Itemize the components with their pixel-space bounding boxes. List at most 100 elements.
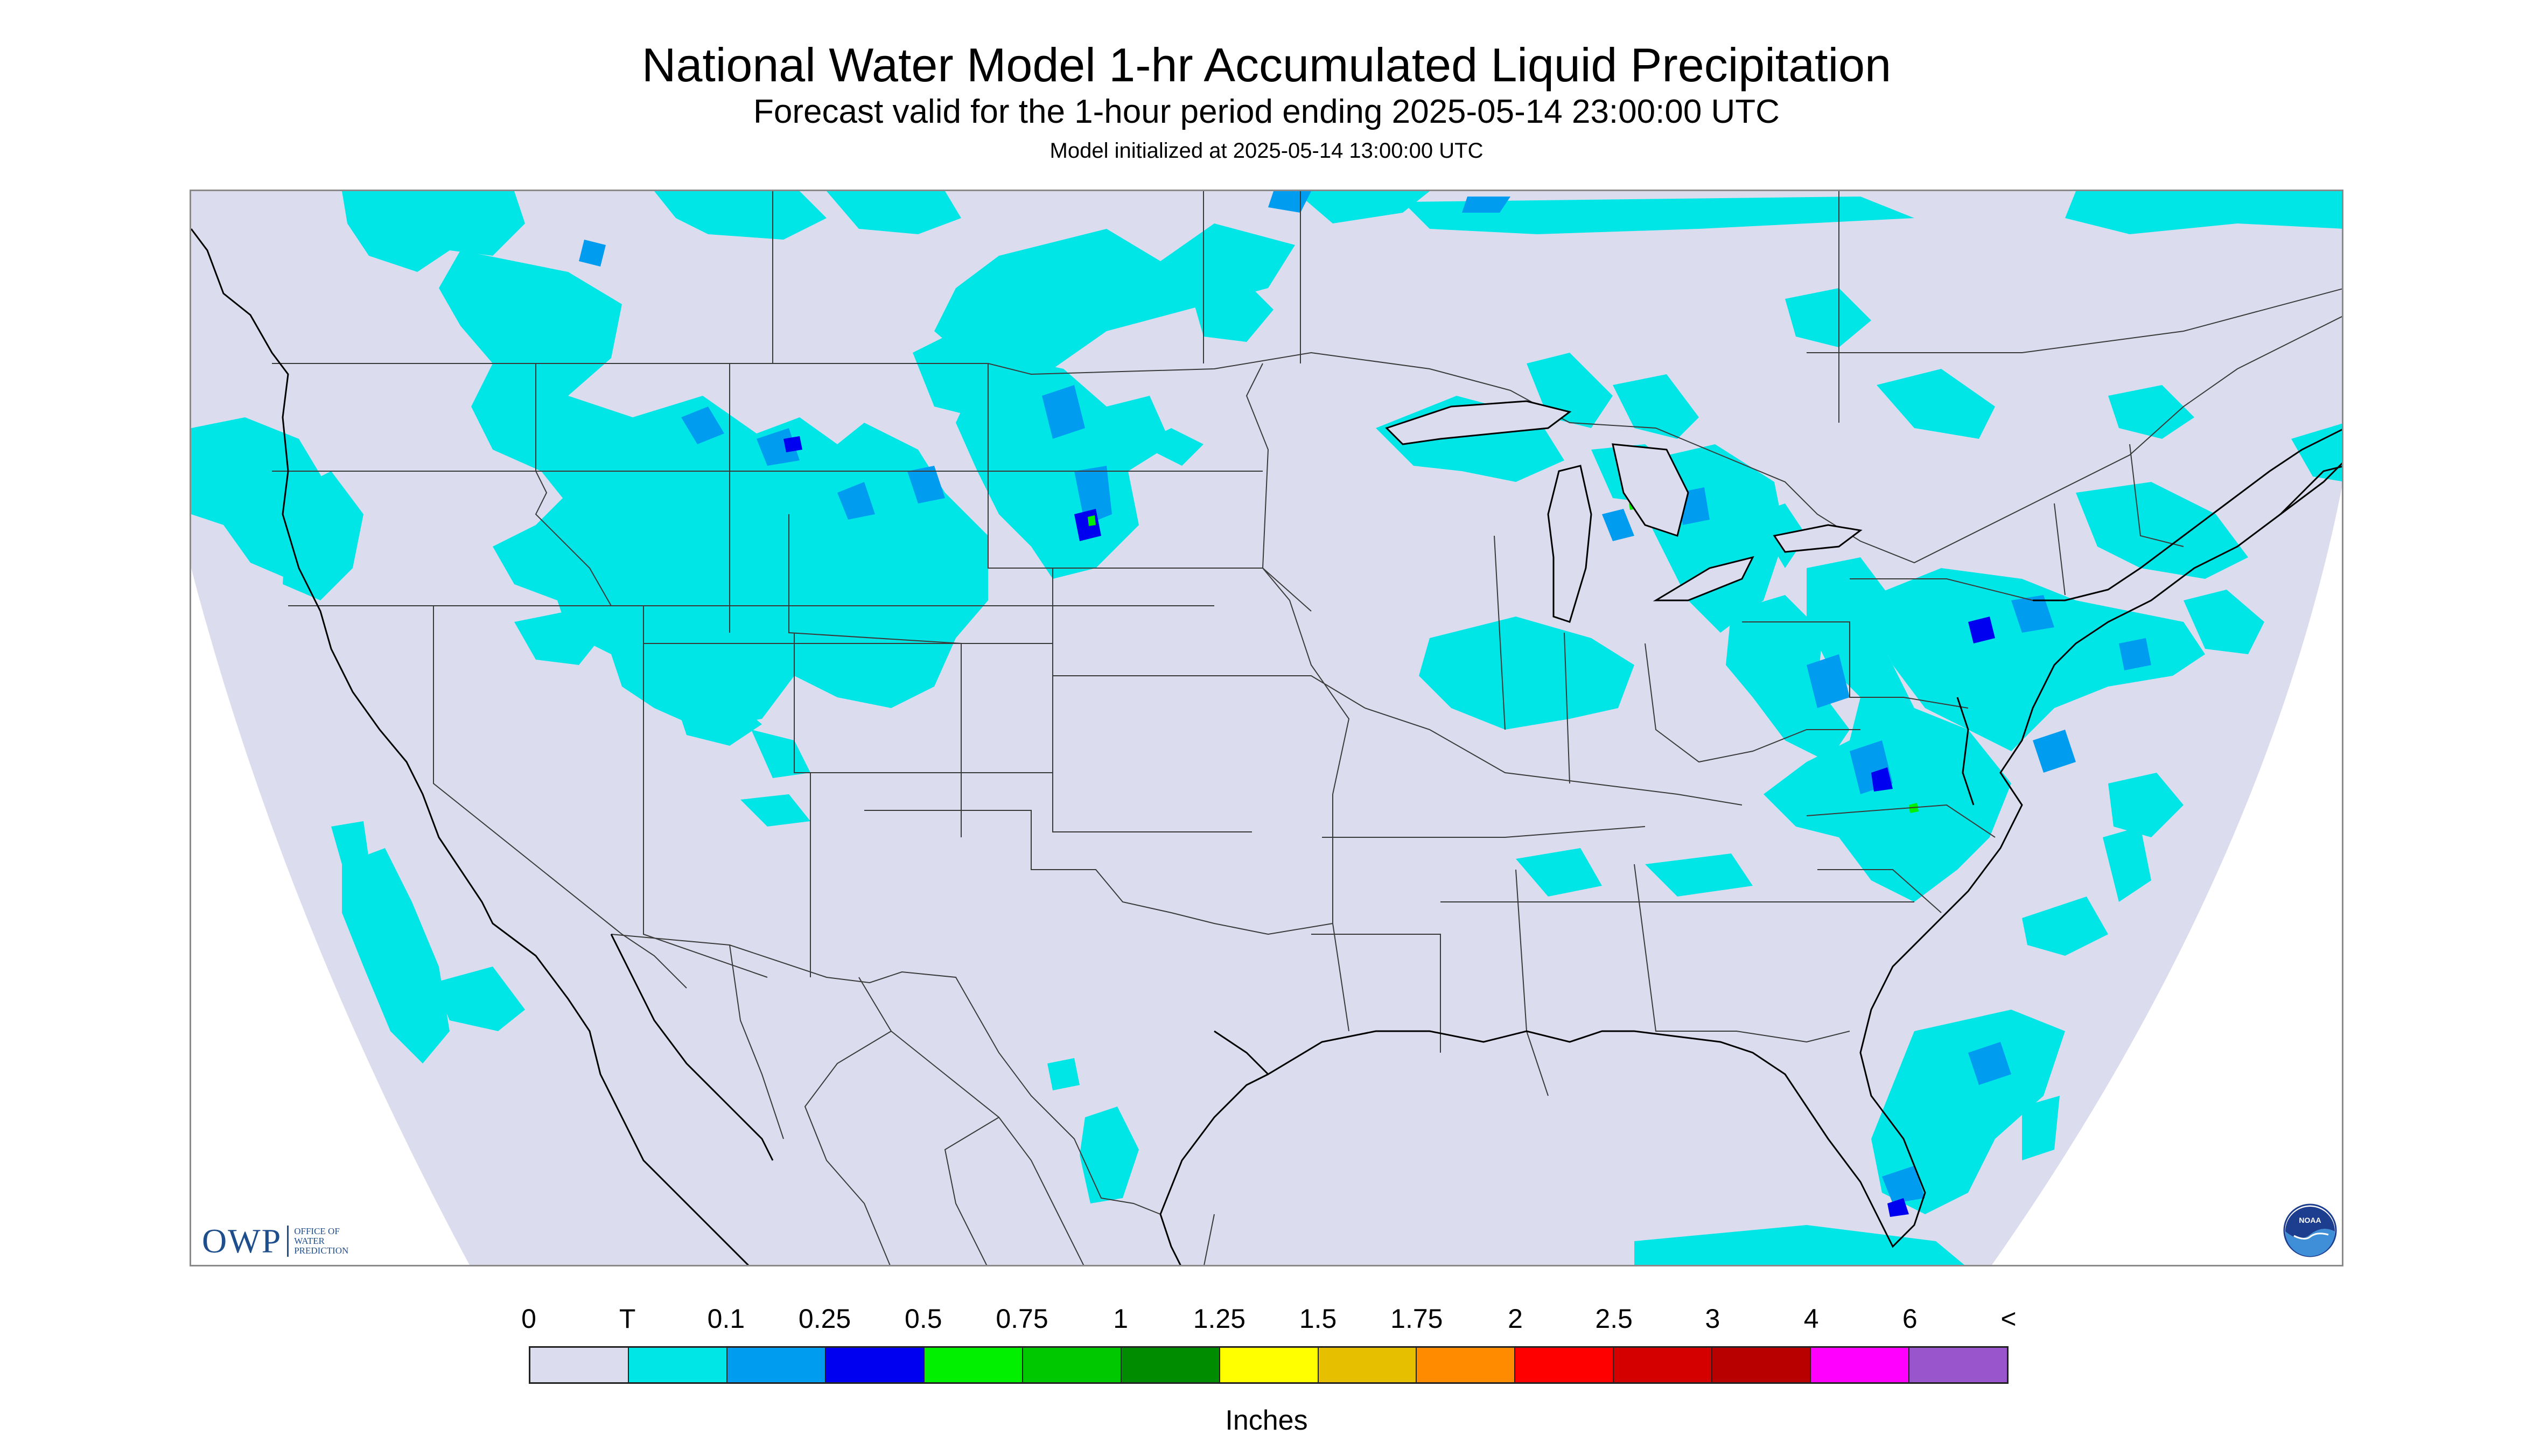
mexico-state-border (804, 1031, 892, 1265)
precip-cell (1295, 191, 1430, 223)
legend-color-swatch (1023, 1348, 1122, 1382)
pacific-coastline (191, 228, 750, 1265)
precip-cell (1871, 1010, 2065, 1214)
precip-cell (1462, 197, 1510, 213)
legend-label: 2 (1508, 1304, 1523, 1334)
precip-cell (1088, 515, 1096, 526)
chesapeake-bay (1956, 697, 1975, 806)
state-border (1311, 934, 1441, 1053)
mexico-state-border (944, 1117, 999, 1265)
owp-logo-line: Prediction (294, 1245, 349, 1256)
lake-huron (1612, 443, 1689, 537)
precip-cell (1139, 428, 1203, 466)
precip-cell (1968, 617, 1995, 643)
state-border (1322, 826, 1646, 838)
page-title: National Water Model 1-hr Accumulated Li… (641, 38, 1892, 92)
precip-cell (2076, 482, 2248, 579)
legend-color-swatch (1515, 1348, 1614, 1382)
state-border (2129, 444, 2184, 547)
legend-color-swatch (1318, 1348, 1417, 1382)
legend-label: 0.25 (798, 1304, 851, 1334)
state-border (1806, 804, 1996, 838)
precip-cell (2119, 638, 2151, 670)
state-border (535, 363, 612, 606)
precip-cell (2291, 423, 2342, 481)
precip-cell (1047, 1058, 1080, 1090)
state-border (1645, 643, 1860, 763)
precip-cell (342, 848, 450, 1063)
precip-cell (2033, 730, 2076, 773)
lake-erie (1653, 556, 1754, 601)
political-borders (272, 191, 2342, 1265)
mexico-state-border (1203, 1214, 1215, 1265)
us-mexico-border (611, 934, 1161, 1215)
state-border (1807, 288, 2342, 353)
legend-color-swatch (628, 1348, 727, 1382)
us-canada-border (272, 316, 2342, 564)
precip-cell (2011, 595, 2054, 633)
legend-label: 2.5 (1595, 1304, 1633, 1334)
precip-cell (1645, 853, 1753, 897)
gulf-coastline (1214, 462, 2342, 1248)
mexico-state-border (729, 944, 784, 1139)
state-border (2054, 503, 2066, 596)
precipitation-map: OWP Office of Water Prediction NOAA (190, 190, 2343, 1266)
legend-color-swatch (530, 1348, 629, 1382)
legend-color-swatch (1712, 1348, 1811, 1382)
state-border (1817, 869, 1942, 913)
precip-cell (2022, 1096, 2060, 1160)
owp-logo-line: Water (294, 1236, 325, 1246)
map-canvas (191, 191, 2342, 1265)
state-border (1365, 708, 1743, 806)
precip-cell (1193, 283, 1274, 342)
lake-superior (1385, 400, 1572, 445)
precip-cell (433, 967, 525, 1031)
legend-label: 6 (1902, 1304, 1918, 1334)
legend-units: Inches (1225, 1405, 1308, 1436)
owp-logo-divider (287, 1226, 289, 1257)
state-border (643, 606, 768, 978)
state-border (1850, 578, 2033, 601)
precip-cell (751, 730, 810, 778)
mexico-east-coastline (1159, 1214, 1181, 1265)
new-england-coast (2033, 429, 2342, 601)
precip-light-areas (579, 191, 2151, 1203)
legend-label: 1.25 (1193, 1304, 1246, 1334)
precip-cell (331, 821, 369, 864)
legend-label: 1.75 (1390, 1304, 1443, 1334)
precip-cell (2184, 590, 2264, 654)
precip-cell (676, 697, 762, 746)
precip-cell (1074, 466, 1112, 525)
precip-moderate-areas (783, 436, 1995, 1217)
precip-cell (342, 191, 525, 272)
owp-logo-mark: OWP (202, 1222, 282, 1260)
precip-cell (1877, 369, 1995, 439)
owp-logo-line: Office of (294, 1226, 340, 1236)
legend-label: 4 (1803, 1304, 1819, 1334)
precip-cell (1613, 374, 1699, 439)
precip-cell (1403, 197, 1914, 234)
baja-coastline (610, 934, 774, 1161)
owp-logo: OWP Office of Water Prediction (202, 1222, 348, 1260)
model-init-text: Model initialized at 2025-05-14 13:00:00… (1049, 139, 1484, 163)
lake-michigan (1547, 465, 1592, 623)
state-border (433, 606, 687, 989)
legend-color-swatch (924, 1348, 1023, 1382)
state-border (1742, 621, 1969, 709)
noaa-logo-icon: NOAA (2283, 1203, 2337, 1257)
noaa-emblem: NOAA (2283, 1203, 2337, 1257)
precip-cell (1634, 1225, 1964, 1265)
coastlines (191, 228, 2342, 1265)
state-border (1245, 363, 1350, 795)
precip-cell (2065, 191, 2342, 234)
legend-color-swatch (1121, 1348, 1220, 1382)
legend-label: 0 (521, 1304, 536, 1334)
owp-logo-text: Office of Water Prediction (294, 1227, 348, 1256)
precip-cell (1602, 509, 1634, 541)
precip-cell (1882, 1166, 1925, 1203)
precip-cell (2108, 773, 2184, 837)
precip-cell (934, 223, 1295, 369)
legend-color-swatch (1614, 1348, 1713, 1382)
precip-cell (2108, 385, 2194, 439)
precip-cell (1516, 848, 1602, 897)
